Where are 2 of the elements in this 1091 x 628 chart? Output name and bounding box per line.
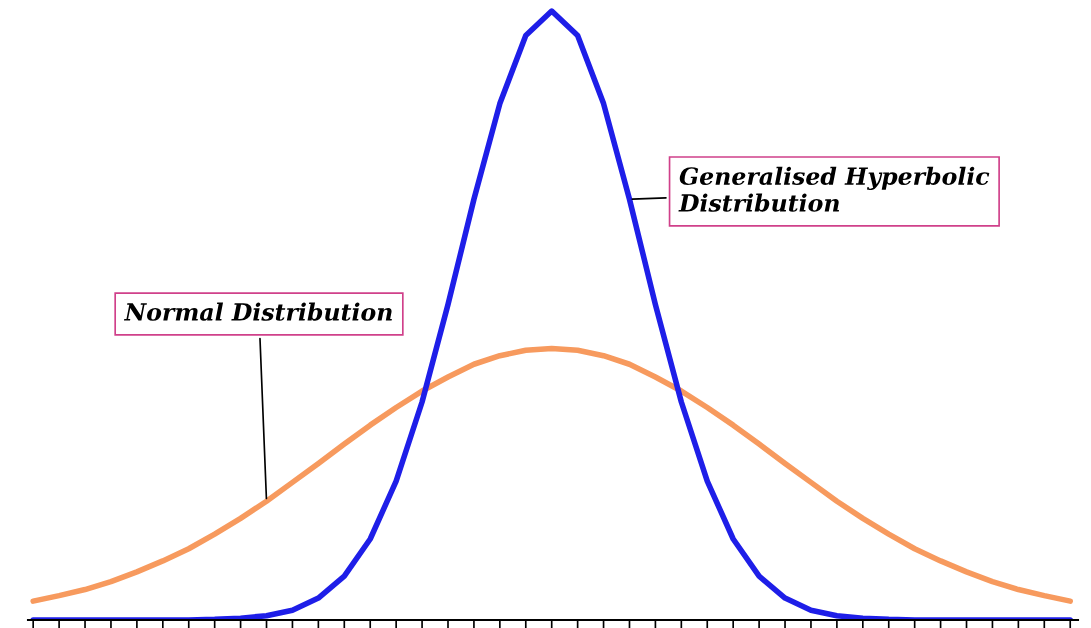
text: Normal Distribution [124, 302, 392, 321]
series-label: Generalised Hyperbolic Distribution [678, 166, 990, 212]
